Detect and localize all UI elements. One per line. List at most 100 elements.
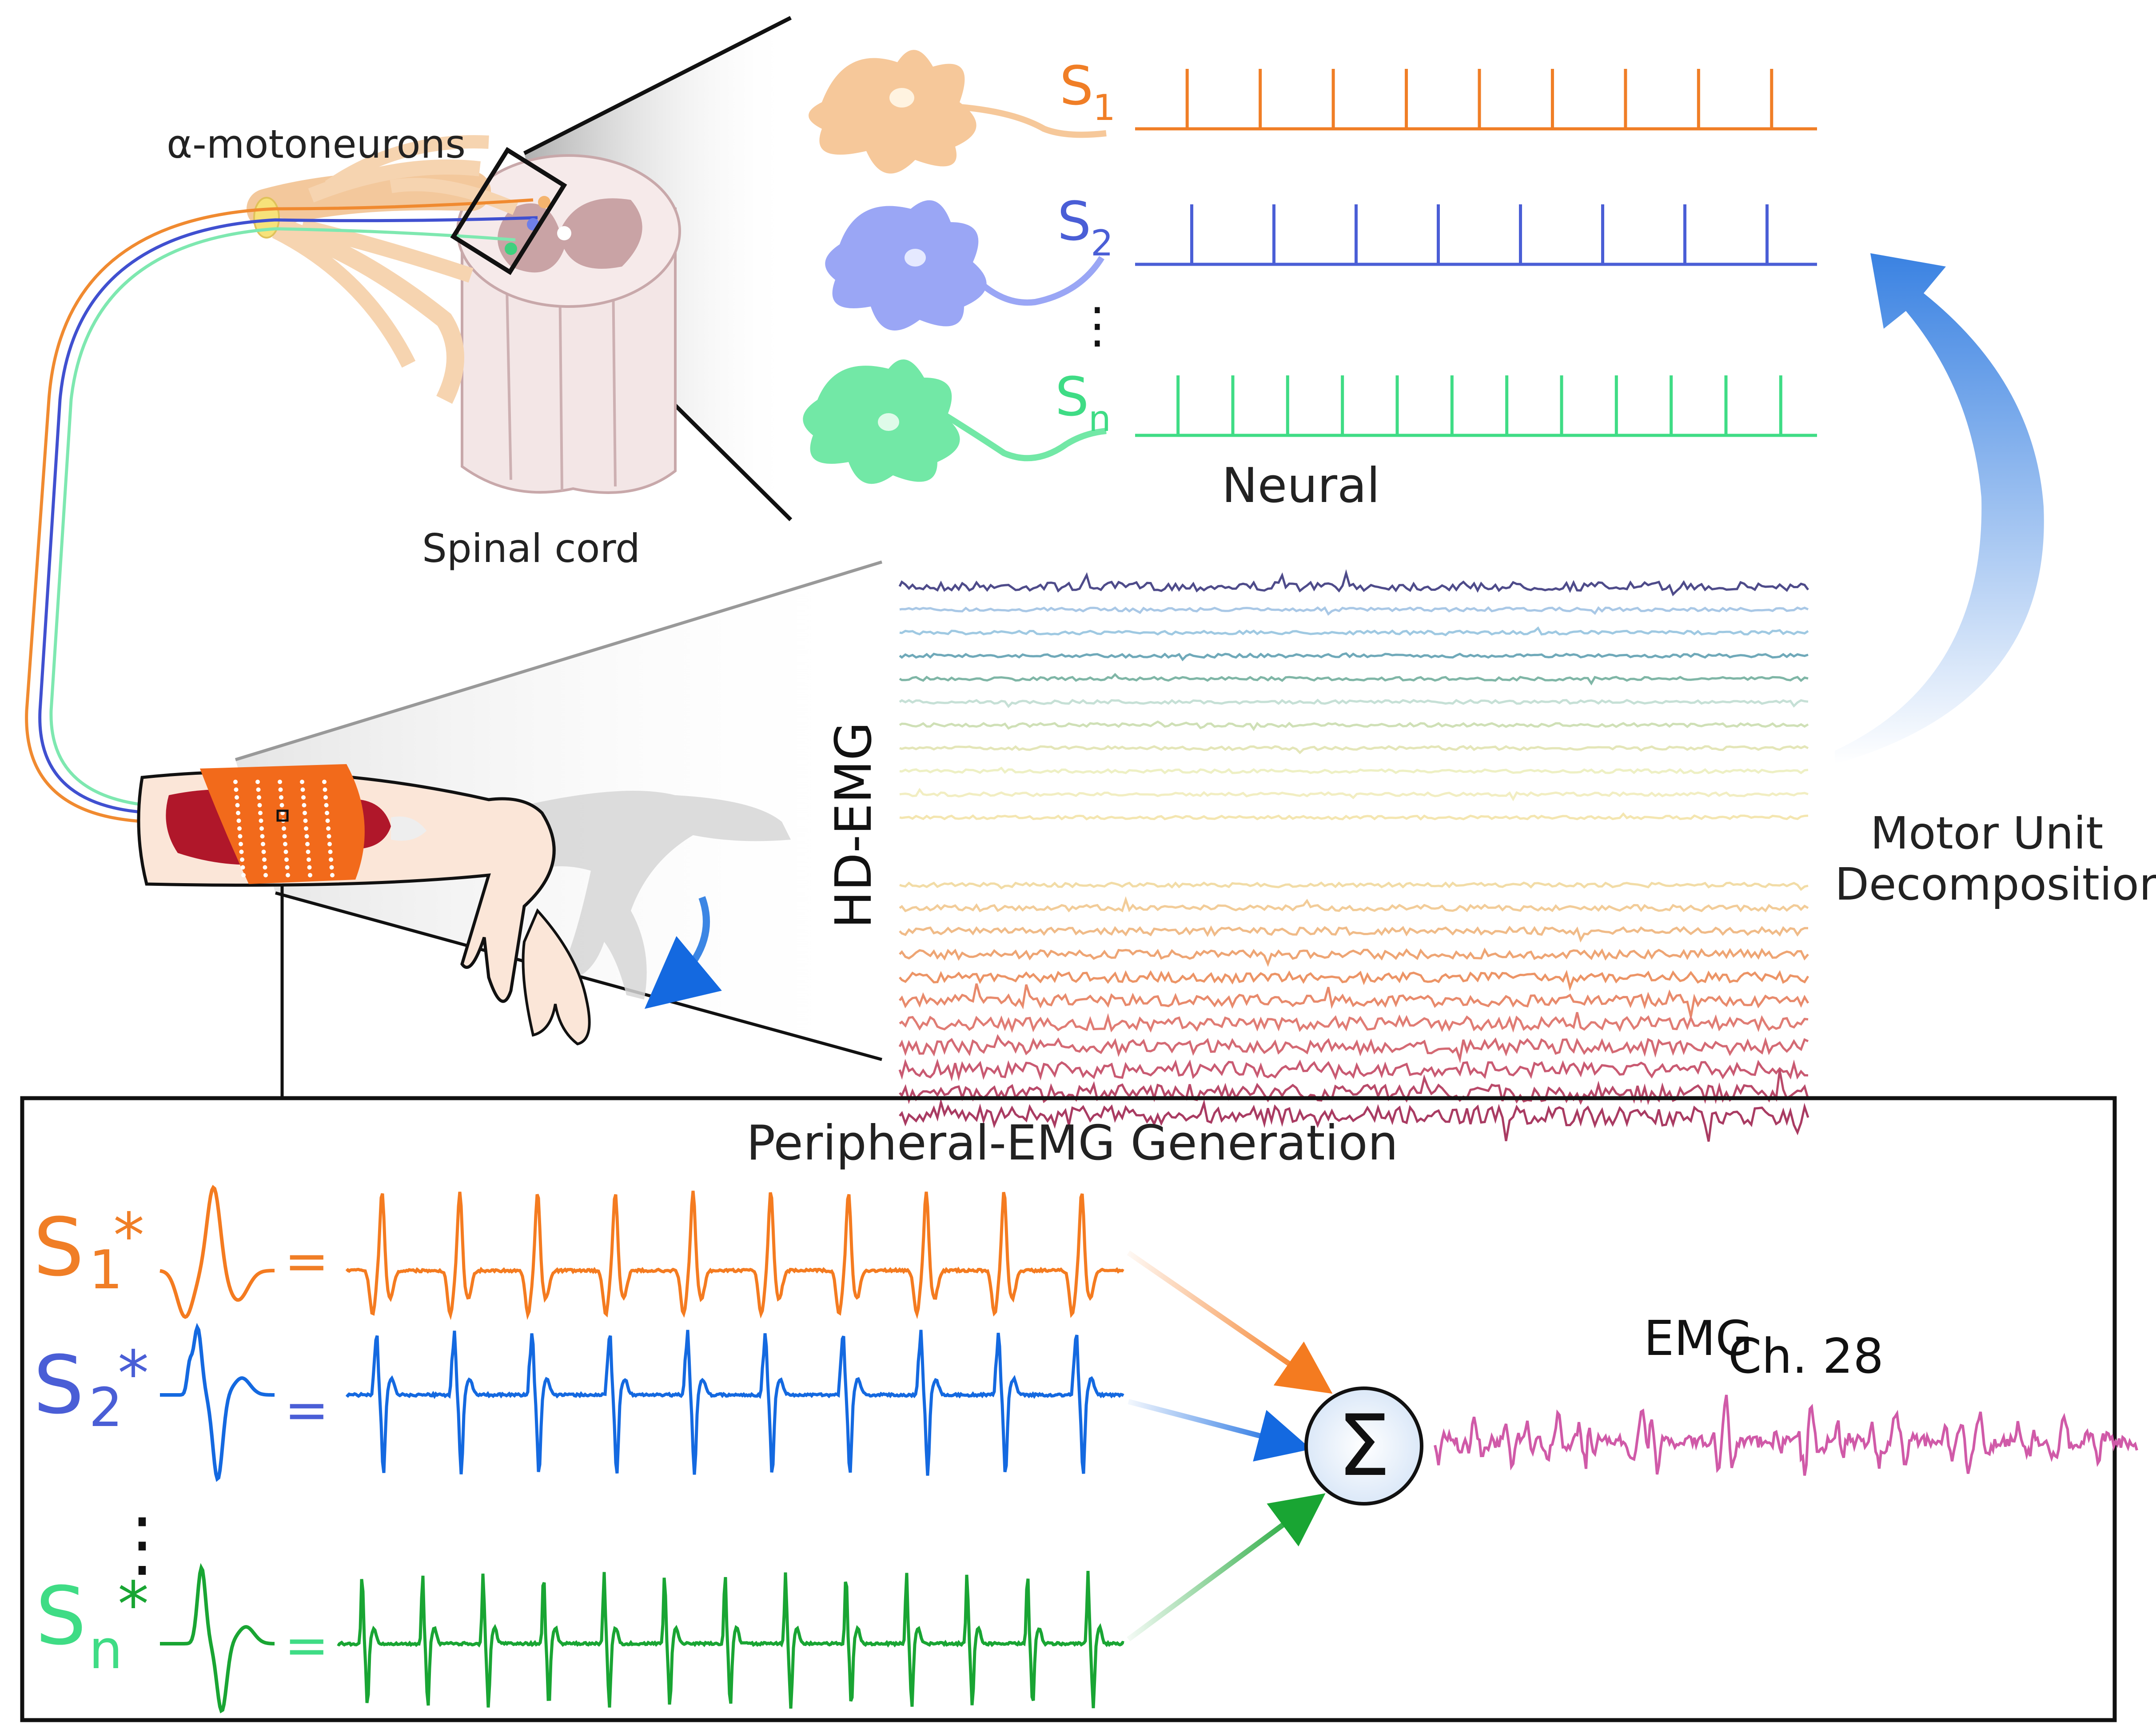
- electrode: [304, 834, 309, 839]
- conv-label-s1: S 1 *: [33, 1200, 144, 1301]
- sum-node: [1304, 1386, 1423, 1506]
- electrode: [279, 803, 284, 808]
- hd-emg-channel: [899, 766, 1809, 775]
- conv-vdots: ⋮: [107, 1502, 178, 1585]
- small-neuron-green: [505, 243, 517, 255]
- electrode: [283, 849, 288, 854]
- neural-label: Neural: [1222, 458, 1380, 514]
- spike-train-2: [1135, 375, 1817, 437]
- hd-emg-channel: [899, 1012, 1809, 1033]
- electrode: [234, 787, 239, 792]
- svg-text:S: S: [36, 1570, 86, 1663]
- electrode: [302, 803, 307, 808]
- electrode: [329, 857, 333, 862]
- svg-text:1: 1: [1093, 87, 1116, 128]
- spike-label-s2: S 2: [1057, 191, 1113, 264]
- electrode: [240, 865, 245, 870]
- electrode: [285, 865, 290, 870]
- svg-text:n: n: [1088, 398, 1111, 439]
- motoneurons-label: α-motoneurons: [167, 121, 466, 167]
- hd-emg-channel: [899, 788, 1809, 801]
- hd-emg-channel: [899, 673, 1809, 686]
- electrode: [286, 873, 290, 877]
- electrode: [260, 834, 265, 839]
- decomposition-label-line2: Decomposition: [1835, 858, 2156, 910]
- decomposition-label-line1: Motor Unit: [1870, 807, 2103, 859]
- peripheral-emg-box: [20, 1096, 2117, 1722]
- channel-28-marker: [276, 809, 289, 822]
- spinal-zoom-box: [450, 147, 567, 275]
- conv-label-sn: S n *: [36, 1569, 149, 1681]
- arrow-s1-to-sum: [1127, 1251, 1333, 1394]
- svg-text:*: *: [113, 1200, 144, 1272]
- sigma-symbol: Σ: [1337, 1397, 1391, 1495]
- svg-text:Ch. 28: Ch. 28: [1728, 1329, 1884, 1384]
- svg-text:EMG: EMG: [1644, 1311, 1753, 1366]
- hd-emg-channel: [899, 969, 1809, 992]
- electrode: [278, 787, 283, 792]
- electrode: [307, 857, 311, 862]
- equals-s1: =: [284, 1231, 329, 1292]
- electrode: [306, 849, 311, 854]
- electrode: [327, 834, 331, 839]
- muap-template: [160, 1563, 275, 1713]
- electrode: [300, 787, 305, 792]
- electrode: [236, 818, 241, 823]
- hd-emg-label: HD-EMG: [825, 722, 883, 928]
- hd-emg-channel: [899, 1098, 1809, 1142]
- electrode: [303, 818, 308, 823]
- arrow-sn-to-sum: [1127, 1493, 1326, 1641]
- svg-text:S: S: [1057, 191, 1091, 253]
- hd-emg-channel: [899, 925, 1809, 943]
- electrode: [240, 857, 244, 862]
- electrode: [325, 818, 330, 823]
- muap-template: [159, 1185, 275, 1319]
- electrode: [256, 787, 261, 792]
- axon-orange: [25, 198, 534, 824]
- hd-emg-channel: [899, 896, 1809, 912]
- electrode: [259, 826, 264, 831]
- electrode: [239, 849, 244, 854]
- axon-green: [49, 227, 516, 808]
- decomposition-arrow: [1835, 253, 2044, 764]
- electrode: [329, 865, 334, 870]
- electrode: [300, 780, 304, 784]
- muap-train: [345, 1191, 1124, 1320]
- svg-text:S: S: [33, 1339, 84, 1432]
- peripheral-title: Peripheral-EMG Generation: [746, 1115, 1398, 1171]
- zoom-line-top: [523, 16, 792, 155]
- spike-label-s1: S 1: [1060, 56, 1116, 128]
- svg-text:S: S: [33, 1201, 84, 1294]
- electrode-grid: [233, 780, 335, 877]
- hd-emg-channel: [899, 698, 1809, 708]
- nerve-roots: [247, 135, 518, 404]
- electrode: [326, 826, 331, 831]
- electrode: [241, 873, 246, 877]
- muap-train: [345, 1330, 1124, 1476]
- hd-emg-channel: [899, 812, 1809, 821]
- electrode-patch: [200, 764, 365, 884]
- electrode: [303, 811, 307, 815]
- hd-emg-channel: [899, 606, 1809, 616]
- hd-emg-channel: [899, 745, 1809, 754]
- emg-channel-label: EMG Ch. 28: [1644, 1311, 1884, 1384]
- electrode: [235, 795, 239, 800]
- electrode: [259, 818, 263, 823]
- hd-emg-channel: [898, 1034, 1809, 1064]
- arrow-s2-to-sum: [1128, 1399, 1311, 1462]
- electrode: [282, 826, 286, 831]
- emg-zoom-line-top: [235, 560, 883, 761]
- spike-label-sn: S n: [1055, 367, 1111, 439]
- electrode: [282, 834, 287, 839]
- hd-emg-channel: [899, 881, 1809, 891]
- electrode: [284, 857, 289, 862]
- hd-emg-channel: [898, 569, 1809, 597]
- electrode: [278, 780, 282, 784]
- axon-blue: [38, 216, 538, 815]
- electrode: [257, 803, 262, 808]
- electrode: [233, 780, 238, 784]
- electrode: [323, 787, 327, 792]
- equals-s2: =: [284, 1379, 329, 1441]
